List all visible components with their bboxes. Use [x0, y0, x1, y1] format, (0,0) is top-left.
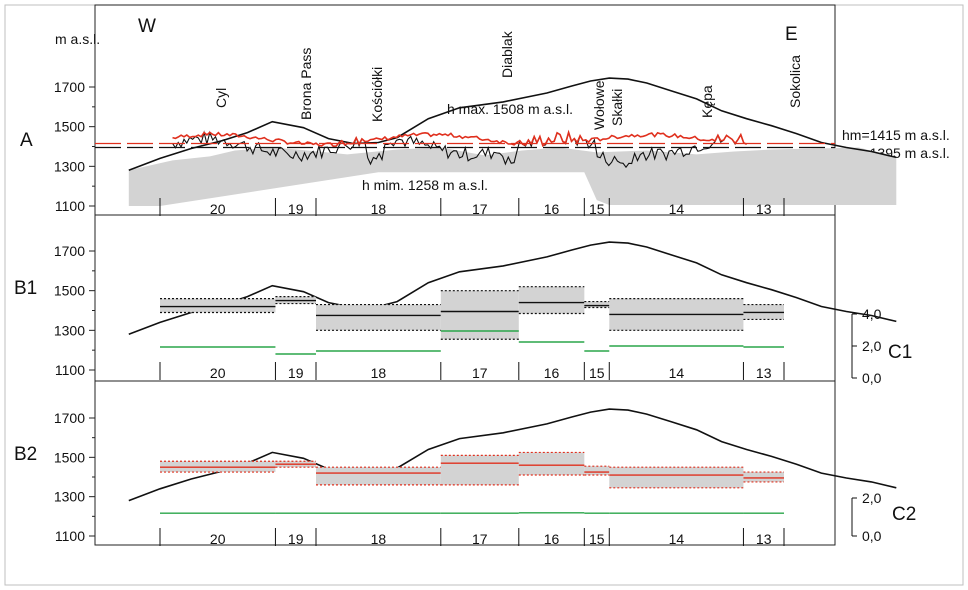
segment-label-1-16: 16	[544, 365, 560, 381]
segment-label-2-20: 20	[210, 531, 226, 547]
segment-label-0-19: 19	[288, 201, 304, 217]
y-tick-label-2-1500: 1500	[54, 449, 85, 465]
segment-label-0-17: 17	[472, 201, 488, 217]
c1-tick-label-0: 4,0	[862, 306, 882, 322]
peak-label-cyl: Cyl	[213, 88, 229, 108]
y-tick-label-1-1100: 1100	[55, 362, 85, 378]
y-tick-label-0-1300: 1300	[54, 158, 85, 174]
units-label: m a.s.l.	[55, 31, 100, 47]
c1-tick-label-2: 0,0	[862, 370, 882, 386]
segment-label-0-14: 14	[669, 201, 685, 217]
b1-band-20	[160, 298, 276, 313]
y-tick-label-0-1700: 1700	[54, 79, 85, 95]
b2-band-13	[743, 472, 784, 482]
segment-label-1-13: 13	[756, 365, 772, 381]
b2-band-14	[609, 467, 744, 488]
b2-band-17	[440, 455, 519, 485]
hm-red-label: hm=1415 m a.s.l.	[842, 127, 950, 143]
segment-label-2-18: 18	[371, 531, 387, 547]
y-tick-label-2-1100: 1100	[55, 528, 85, 544]
west-label: W	[138, 16, 156, 37]
y-tick-label-0-1100: 1100	[55, 198, 85, 214]
peak-label-brona-pass: Brona Pass	[298, 48, 314, 120]
segment-label-1-19: 19	[288, 365, 304, 381]
segment-label-0-13: 13	[756, 201, 772, 217]
y-tick-label-0-1500: 1500	[54, 119, 85, 135]
c1-tick-label-1: 2,0	[862, 338, 882, 354]
b1-band-17	[440, 290, 519, 340]
b1-band-18	[316, 304, 441, 331]
b1-band-15	[584, 301, 610, 308]
y-tick-label-2-1300: 1300	[54, 489, 85, 505]
c2-tick-label-0: 2,0	[862, 490, 882, 506]
segment-label-0-15: 15	[589, 201, 605, 217]
b2-ridge-profile-line	[128, 408, 897, 502]
east-label: E	[785, 24, 798, 45]
detailed-profile-line	[172, 130, 747, 169]
c2-label: C2	[892, 504, 916, 525]
segment-label-1-17: 17	[472, 365, 488, 381]
y-tick-label-1-1700: 1700	[54, 243, 85, 259]
panel-label-b2: B2	[14, 444, 37, 465]
panel-label-a: A	[20, 130, 33, 151]
segment-label-2-14: 14	[669, 531, 685, 547]
peak-label-sokolica: Sokolica	[787, 55, 803, 108]
envelope-profile-line	[172, 129, 747, 148]
panel-label-b1: B1	[14, 278, 37, 299]
peak-label-skalki: Skałki	[609, 89, 625, 126]
b1-ridge-profile-line	[128, 241, 897, 336]
segment-label-0-16: 16	[544, 201, 560, 217]
segment-label-0-18: 18	[371, 201, 387, 217]
segment-label-2-16: 16	[544, 531, 560, 547]
segment-label-1-14: 14	[669, 365, 685, 381]
chart-frame	[94, 4, 836, 546]
c2-tick-label-1: 0,0	[862, 528, 882, 544]
chart-marks: 1700 1500 1300 1100 1700 1500 1300 1100 1700 1500…	[54, 77, 897, 547]
h-min-annotation: h mim. 1258 m a.s.l.	[362, 177, 488, 193]
y-tick-label-1-1300: 1300	[54, 322, 85, 338]
b2-band-18	[316, 467, 441, 485]
b1-band-16	[518, 286, 585, 314]
terrain-base-area	[128, 147, 897, 206]
peak-label-diablak: Diablak	[499, 30, 515, 78]
segment-label-2-19: 19	[288, 531, 304, 547]
segment-label-2-15: 15	[589, 531, 605, 547]
segment-label-1-18: 18	[371, 365, 387, 381]
ridge-profile-line-a	[128, 77, 897, 172]
b2-band-15	[584, 466, 610, 476]
peak-label-kosciolki: Kościółki	[369, 67, 385, 122]
h-max-annotation: h max. 1508 m a.s.l.	[447, 101, 573, 117]
segment-label-1-20: 20	[210, 365, 226, 381]
y-tick-label-2-1700: 1700	[54, 410, 85, 426]
b2-band-16	[518, 452, 585, 476]
segment-label-0-20: 20	[210, 201, 226, 217]
y-tick-label-1-1500: 1500	[54, 283, 85, 299]
peak-label-wolowe: Wołowe	[591, 80, 607, 130]
peak-label-kepa: Kępa	[699, 85, 715, 118]
segment-label-1-15: 15	[589, 365, 605, 381]
c1-label: C1	[888, 342, 912, 363]
segment-label-2-13: 13	[756, 531, 772, 547]
segment-label-2-17: 17	[472, 531, 488, 547]
